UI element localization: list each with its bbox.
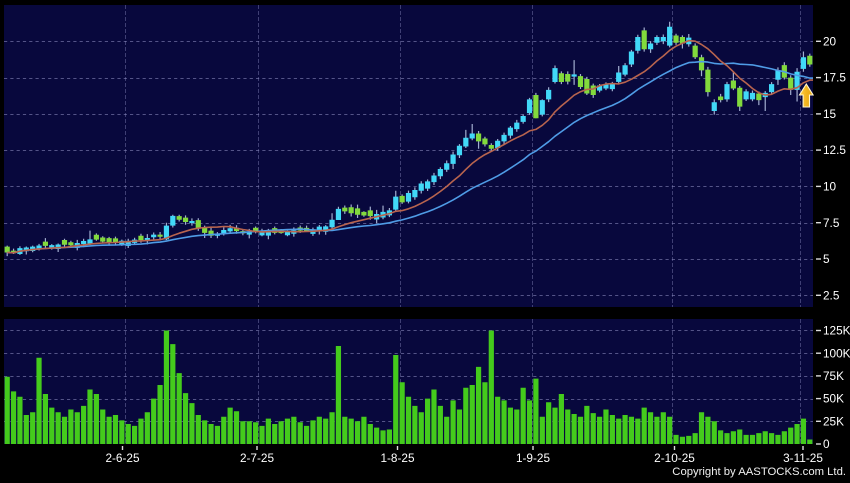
svg-text:100K: 100K — [823, 346, 850, 360]
svg-text:2-10-25: 2-10-25 — [654, 451, 695, 465]
svg-text:12.5: 12.5 — [823, 143, 846, 157]
svg-text:10: 10 — [823, 180, 837, 194]
svg-text:2-6-25: 2-6-25 — [105, 451, 140, 465]
svg-text:7.5: 7.5 — [823, 216, 840, 230]
svg-text:Copyright by AASTOCKS.com Ltd.: Copyright by AASTOCKS.com Ltd. — [672, 466, 846, 478]
svg-text:1-8-25: 1-8-25 — [380, 451, 415, 465]
svg-text:17.5: 17.5 — [823, 71, 846, 85]
svg-text:1-9-25: 1-9-25 — [516, 451, 551, 465]
svg-text:3-11-25: 3-11-25 — [783, 451, 823, 465]
svg-text:25K: 25K — [823, 414, 844, 428]
svg-text:75K: 75K — [823, 369, 844, 383]
svg-text:0: 0 — [823, 437, 830, 451]
svg-text:125K: 125K — [823, 324, 850, 338]
svg-text:5: 5 — [823, 252, 830, 266]
svg-text:15: 15 — [823, 107, 837, 121]
svg-text:20: 20 — [823, 34, 837, 48]
svg-text:2.5: 2.5 — [823, 288, 840, 302]
svg-text:50K: 50K — [823, 392, 844, 406]
svg-text:2-7-25: 2-7-25 — [240, 451, 275, 465]
